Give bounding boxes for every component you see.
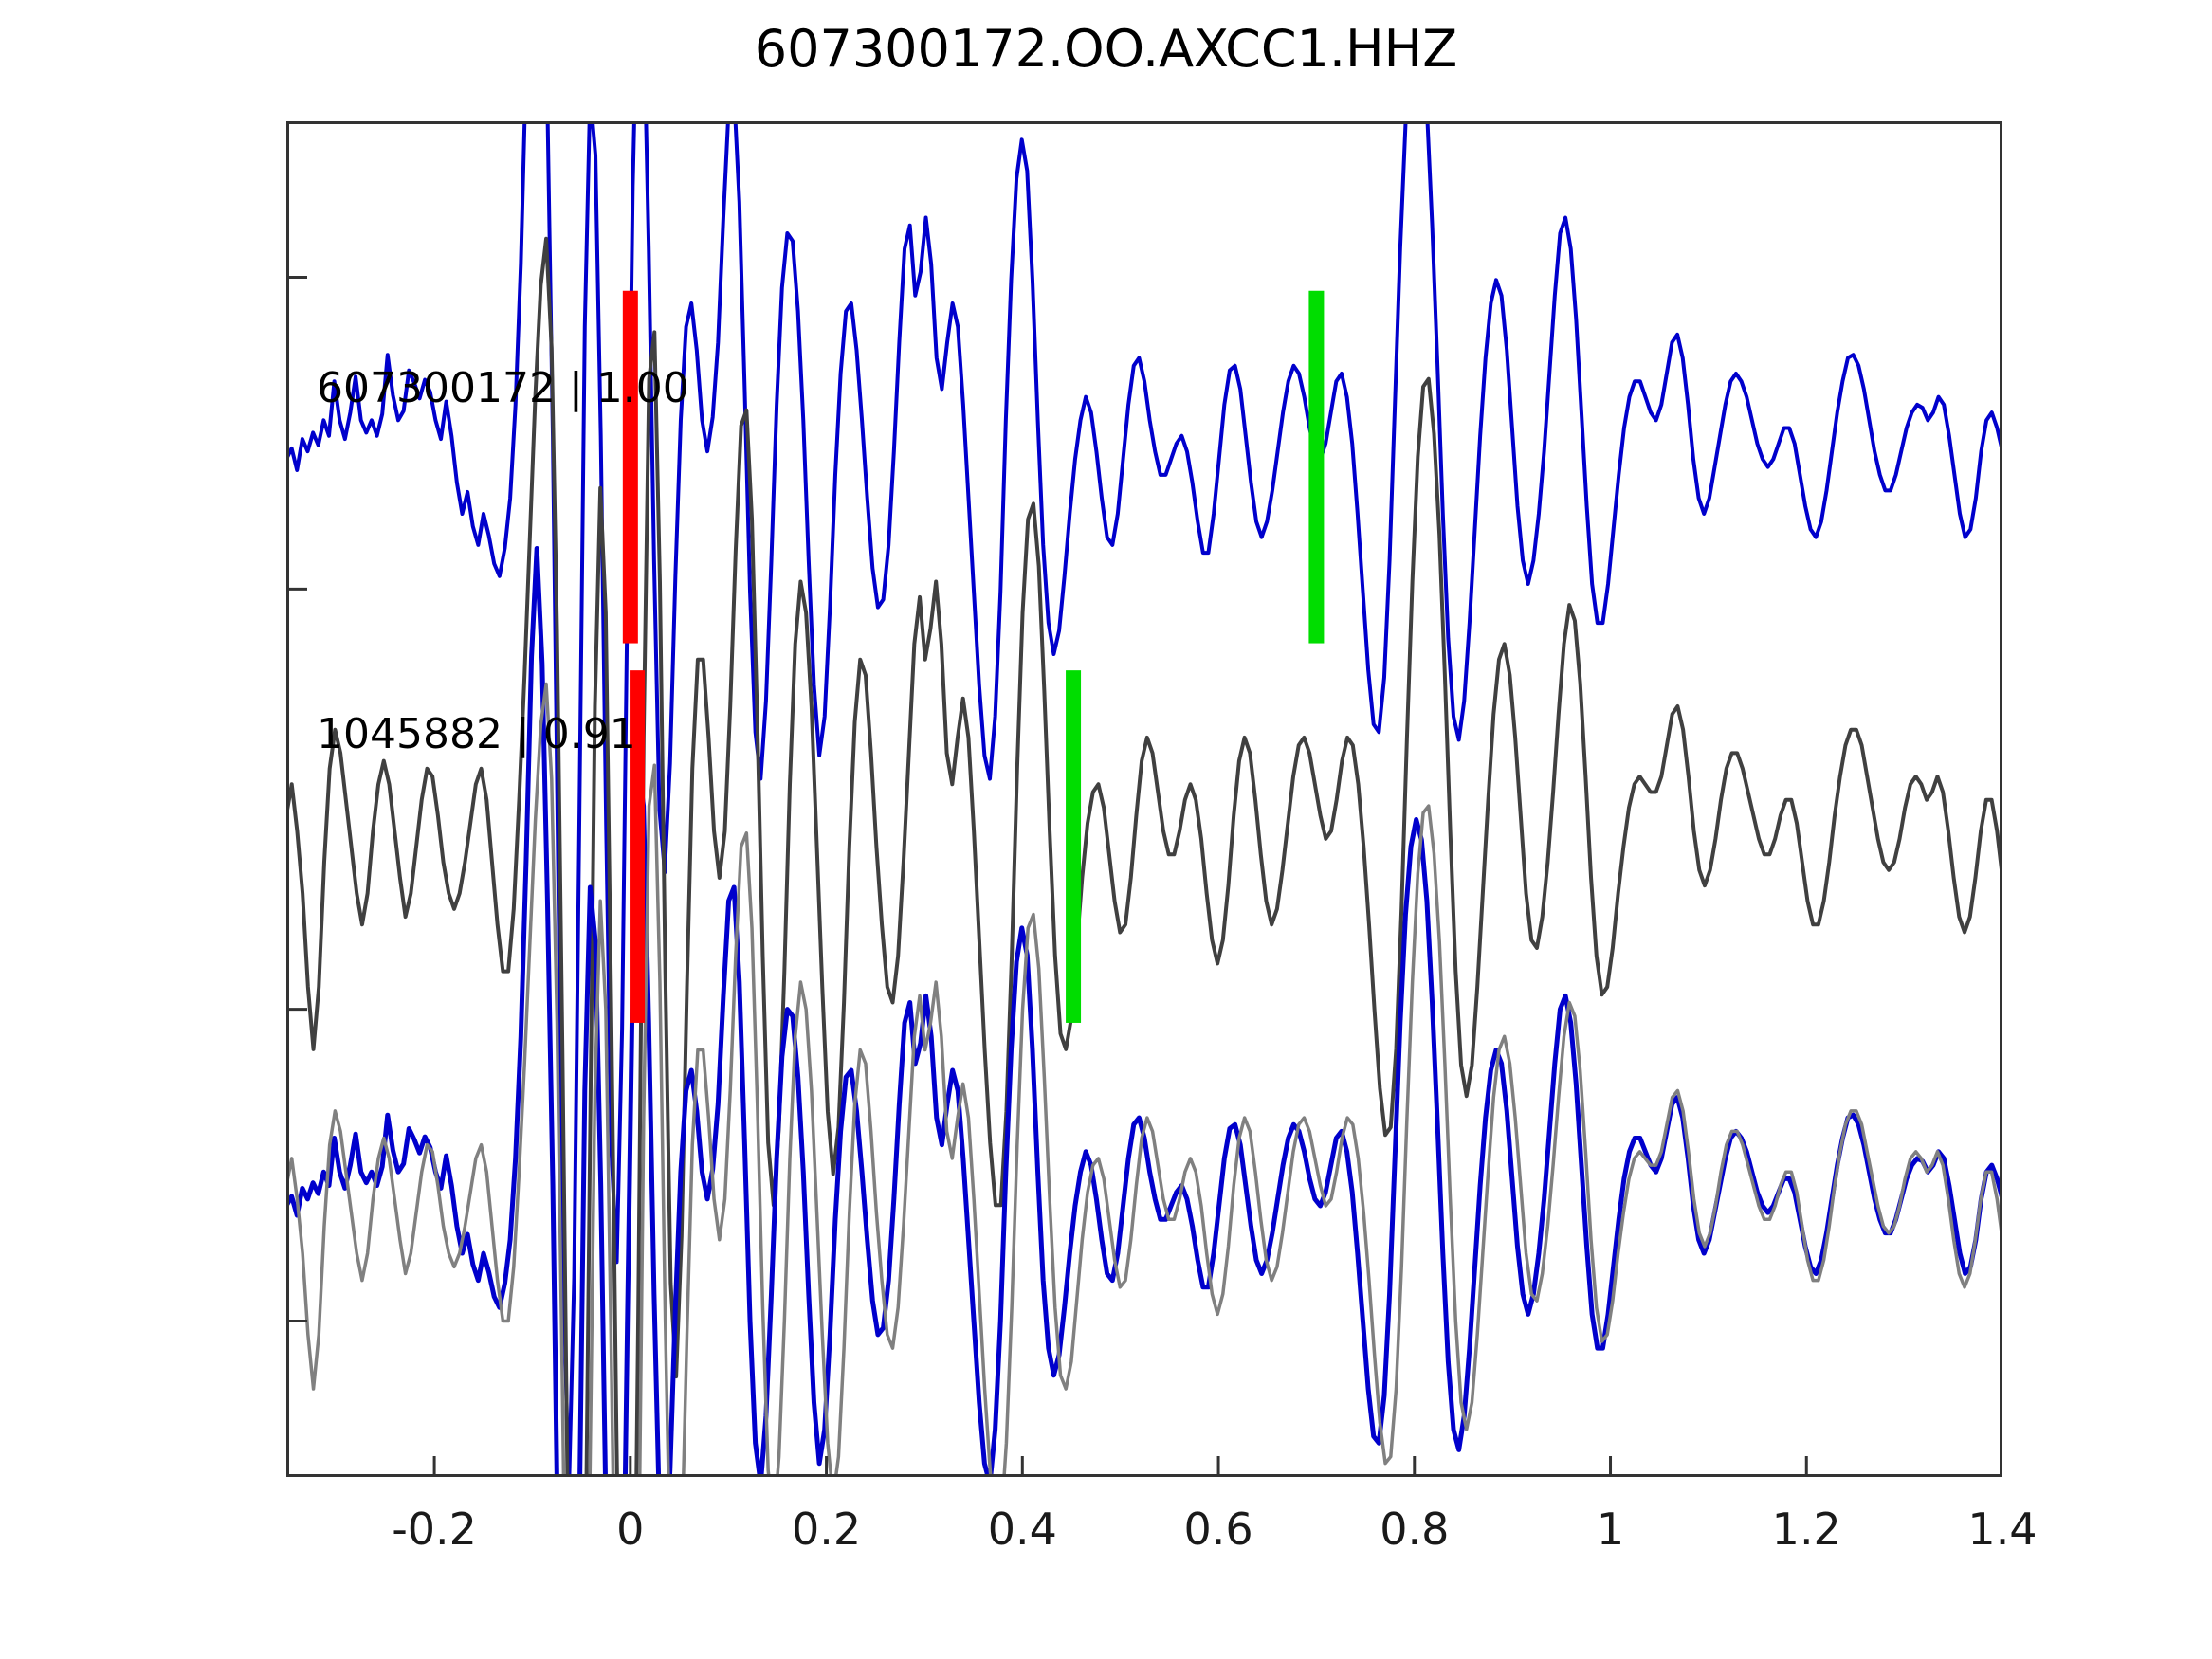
x-tick-label-7: 1.2 [1771,1504,1841,1555]
waveform-trace-1045882 [286,236,2002,1477]
picks-layer [622,290,1325,1023]
x-tick-label-5: 0.8 [1380,1504,1450,1555]
s-pick-template [1308,290,1325,644]
p-pick-detection [630,670,646,1023]
plot-area [286,121,2002,1477]
plot-frame [286,121,2002,1477]
x-tick-label-3: 0.4 [987,1504,1057,1555]
traces-layer [286,121,2002,1477]
x-tick-label-6: 1 [1596,1504,1625,1555]
detection-label: 1045882 | 0.91 [317,709,636,758]
x-tick-label-8: 1.4 [1967,1504,2038,1555]
x-tick-label-0: -0.2 [392,1504,477,1555]
s-pick-detection [1066,670,1082,1023]
p-pick-template [622,290,638,644]
template-label: 607300172 | 1.00 [317,364,689,412]
waveform-trace-1045882-overlay [286,682,2002,1477]
x-tick-label-4: 0.6 [1183,1504,1253,1555]
waveform-plot [286,121,2002,1477]
waveform-trace-607300172 [286,121,2002,1477]
axis-ticks [286,275,2002,1477]
page-title: 607300172.OO.AXCC1.HHZ [754,19,1458,79]
x-tick-label-2: 0.2 [791,1504,862,1555]
x-tick-label-1: 0 [616,1504,645,1555]
plot-background [286,121,2002,1477]
